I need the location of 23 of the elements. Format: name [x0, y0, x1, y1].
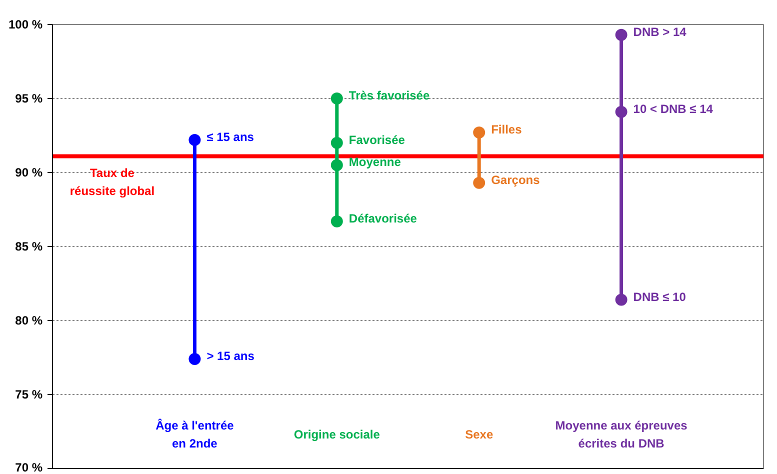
annotation: Moyenne — [348, 155, 402, 170]
annotation: > 15 ans — [206, 348, 255, 363]
y-tick-label: 90 % — [15, 166, 43, 180]
annotation: Filles — [491, 122, 522, 137]
annotation: Favorisée — [348, 132, 406, 147]
annotation: Défavorisée — [348, 211, 418, 226]
annotation: Très favorisée — [348, 88, 430, 102]
annotation: 10 < DNB ≤ 14 — [633, 102, 714, 116]
y-tick-label: 95 % — [15, 92, 43, 106]
y-tick-label: 100 % — [8, 18, 43, 32]
annotation: DNB > 14 — [633, 24, 687, 39]
x-tick-label: Âge à l'entrée en 2nde — [156, 418, 234, 451]
x-tick-label: Origine sociale — [294, 428, 380, 442]
y-tick-label: 75 % — [15, 388, 43, 402]
x-tick-label: Sexe — [465, 428, 494, 442]
y-tick-label: 70 % — [15, 460, 43, 474]
annotation: ≤ 15 ans — [206, 130, 254, 144]
y-tick-label: 85 % — [15, 240, 43, 254]
y-tick-label: 80 % — [15, 314, 43, 328]
x-tick-label: Moyenne aux épreuves écrites du DNB — [555, 418, 688, 451]
ref-line-label: Taux de réussite global — [70, 166, 155, 198]
annotation: DNB ≤ 10 — [633, 290, 686, 304]
annotation: Garçons — [491, 172, 540, 187]
